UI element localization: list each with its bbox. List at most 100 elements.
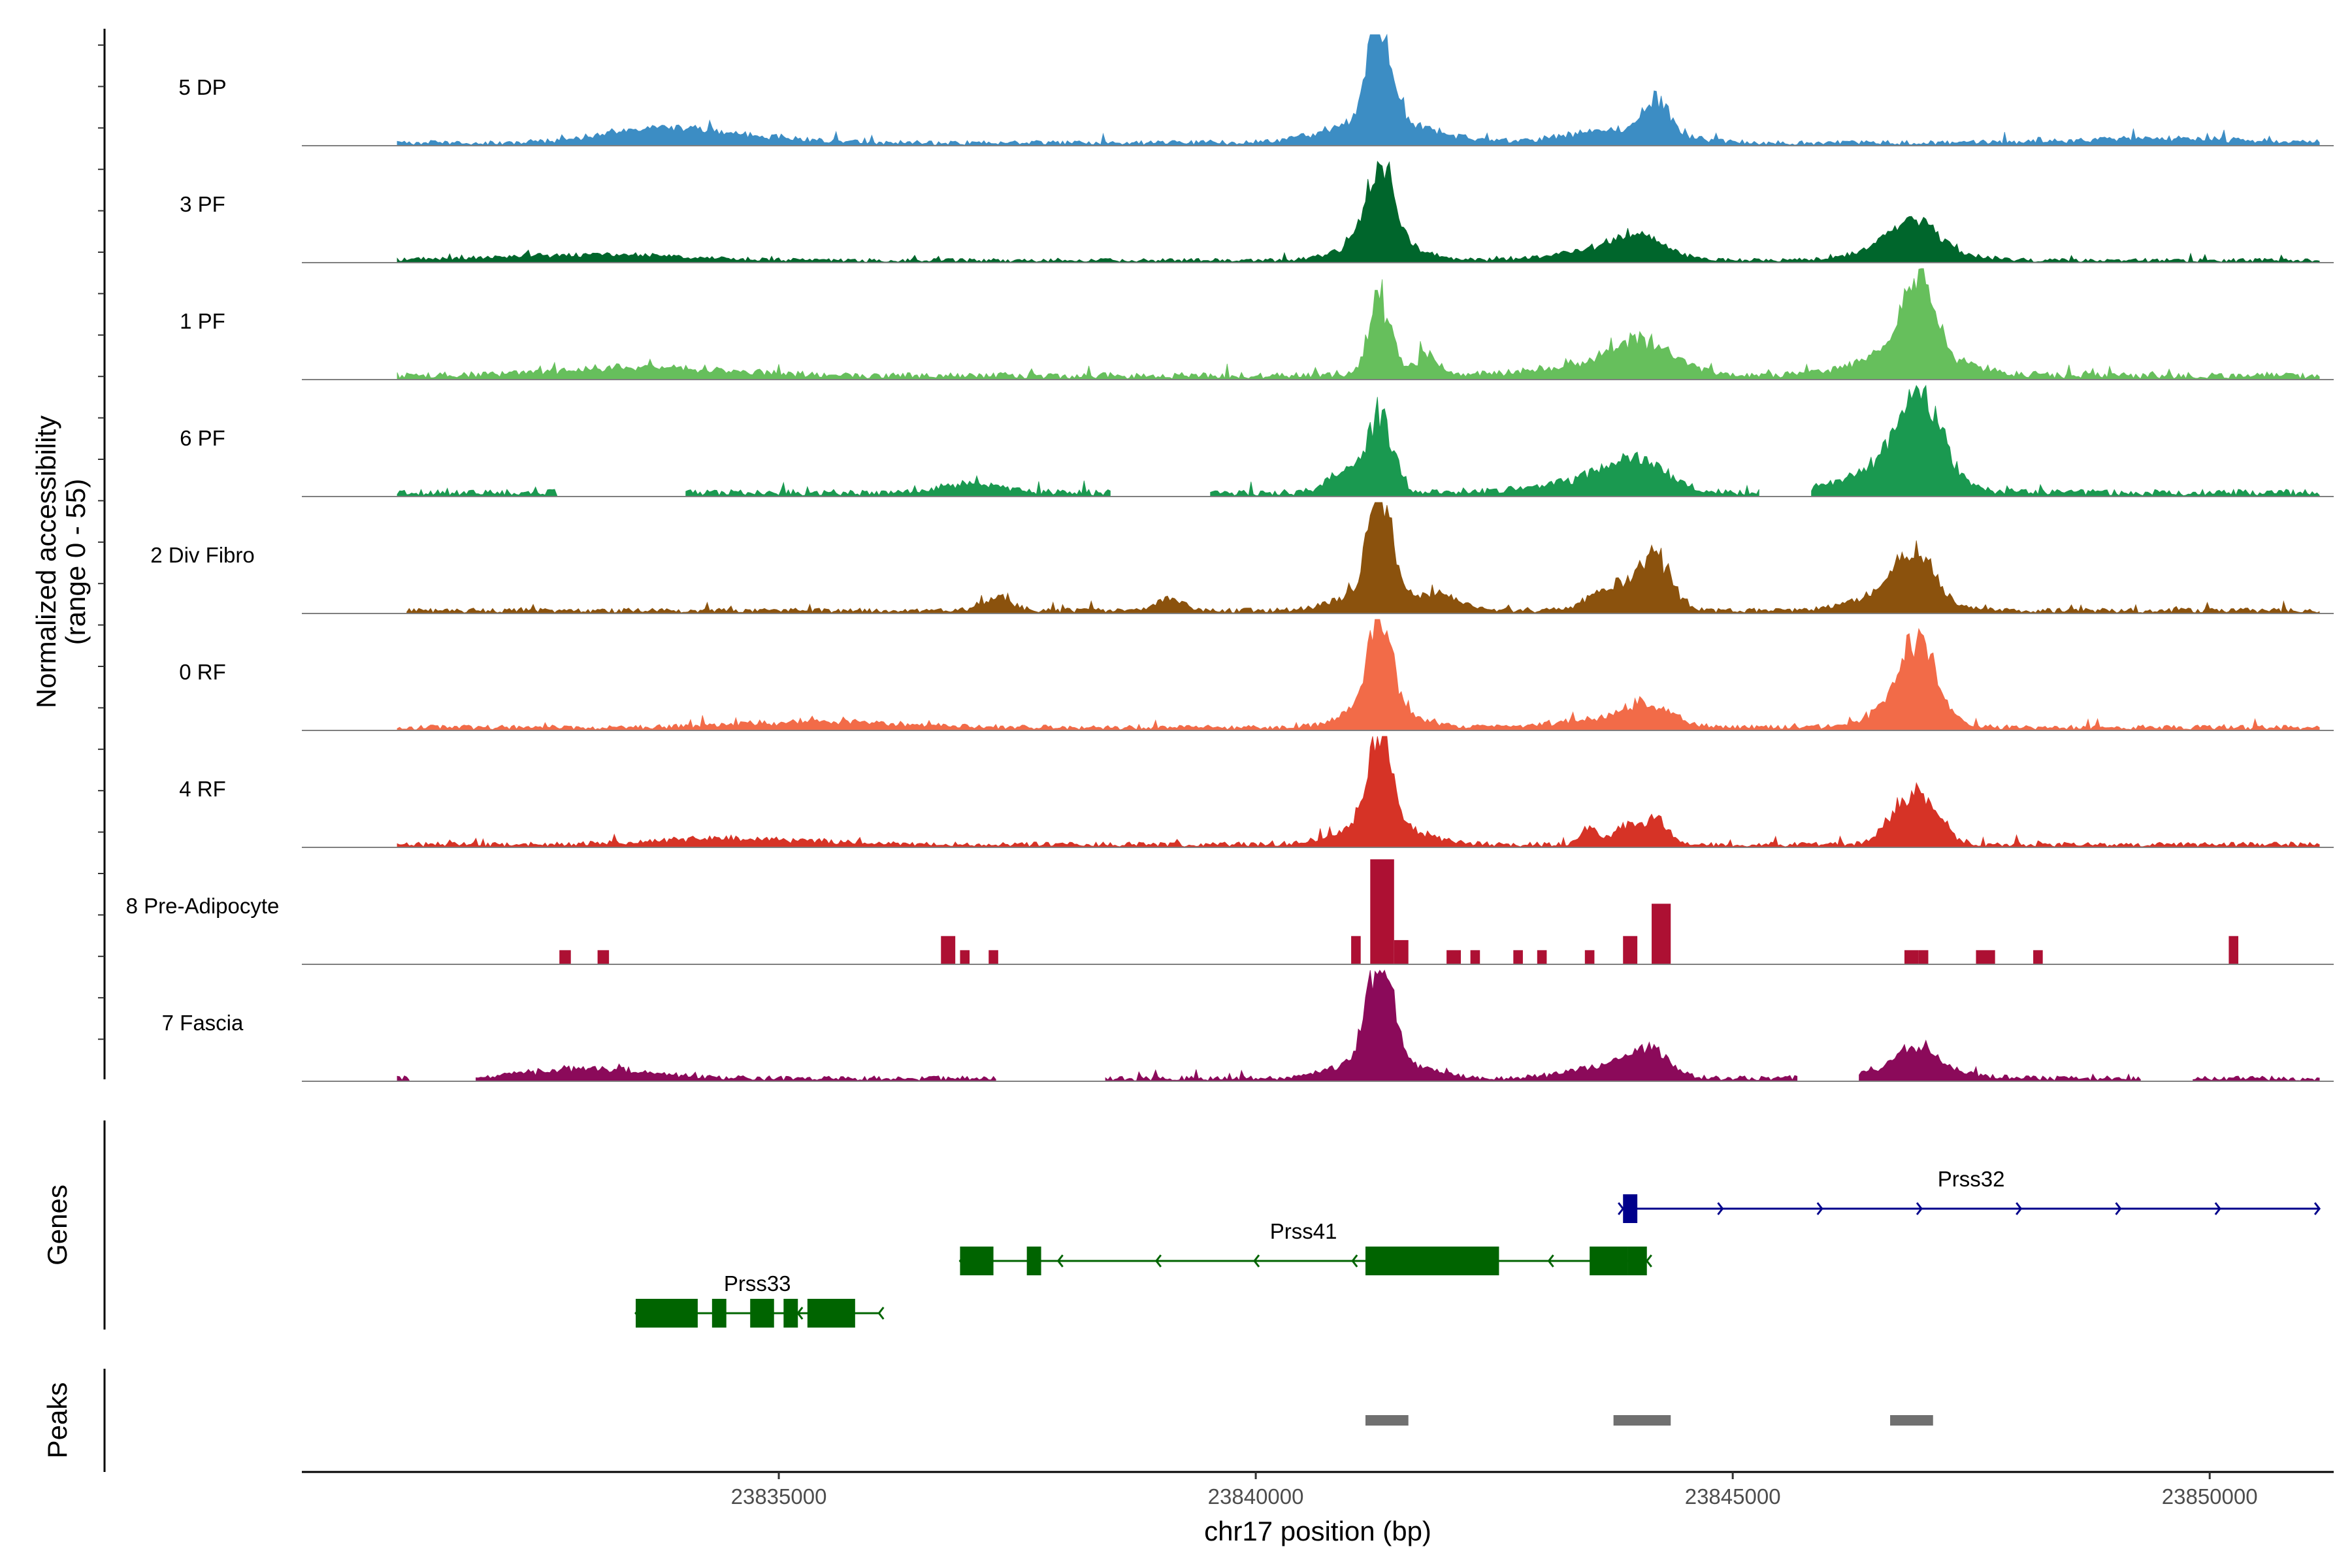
x-tick-label: 23840000: [1208, 1484, 1304, 1509]
coverage-track: 7 Fascia: [162, 970, 2334, 1082]
coverage-block: [2033, 950, 2043, 964]
coverage-block: [1976, 950, 1995, 964]
coverage-track: 1 PF: [180, 268, 2334, 380]
gene-model: Prss41: [958, 1219, 1652, 1275]
coverage-track: 2 Div Fibro: [150, 502, 2334, 614]
coverage-block: [1394, 939, 1409, 964]
gene-label: Prss32: [1938, 1167, 2005, 1191]
accessibility-y-axis: [98, 29, 106, 1079]
coverage-block: [2229, 936, 2238, 964]
coverage-block: [1904, 950, 1919, 964]
strand-arrow: [1816, 1202, 1823, 1215]
genes-panel: Genes Prss32 Prss41 Prss33: [42, 1120, 2321, 1330]
gene-model: Prss32: [1618, 1167, 2321, 1223]
track-label: 4 RF: [179, 777, 226, 801]
coverage-block: [559, 950, 571, 964]
gene-exon: [1026, 1247, 1041, 1275]
coverage-block: [960, 950, 970, 964]
strand-arrow: [1351, 1254, 1358, 1267]
strand-arrow: [1645, 1254, 1652, 1267]
track-label: 7 Fascia: [162, 1011, 244, 1035]
gene-label: Prss33: [724, 1271, 791, 1296]
coverage-block: [1351, 936, 1361, 964]
coverage-area: [397, 970, 2320, 1082]
gene-exon: [783, 1299, 798, 1328]
coverage-track: 6 PF: [180, 384, 2334, 497]
peak-region: [1890, 1415, 1933, 1426]
track-label: 8 Pre-Adipocyte: [126, 894, 280, 918]
coverage-area: [397, 384, 2320, 497]
coverage-area: [397, 268, 2320, 380]
gene-label: Prss41: [1270, 1219, 1337, 1243]
coverage-track: 5 DP: [178, 33, 2334, 146]
track-label: 1 PF: [180, 309, 225, 333]
x-tick-label: 23845000: [1685, 1484, 1781, 1509]
gene-exon: [711, 1299, 727, 1328]
coverage-block: [988, 950, 998, 964]
coverage-block: [1584, 950, 1595, 964]
track-label: 3 PF: [180, 192, 225, 216]
x-axis: 23835000 23840000 23845000 23850000 chr17 p…: [302, 1471, 2334, 1546]
coverage-area: [397, 619, 2320, 731]
coverage-track: 0 RF: [179, 619, 2334, 731]
y-axis-title-line1: Normalized accessibility: [31, 416, 61, 708]
coverage-block: [1513, 950, 1523, 964]
coverage-block: [941, 936, 956, 964]
gene-exon: [750, 1299, 774, 1328]
track-label: 6 PF: [180, 426, 225, 450]
coverage-tracks: 5 DP 3 PF 1 PF 6 PF 2 Div Fibro 0 RF 4 RF 8 Pre…: [126, 33, 2334, 1082]
peak-regions: [1365, 1415, 1933, 1426]
track-label: 5 DP: [178, 75, 226, 99]
track-label: 2 Div Fibro: [150, 543, 255, 567]
strand-arrow: [1253, 1254, 1260, 1267]
track-label: 0 RF: [179, 660, 226, 684]
gene-exon: [1365, 1247, 1499, 1275]
peaks-panel-label: Peaks: [42, 1382, 73, 1459]
peak-region: [1613, 1415, 1671, 1426]
gene-exon: [1590, 1247, 1628, 1275]
coverage-block: [1470, 950, 1480, 964]
strand-arrow: [1916, 1202, 1923, 1215]
gene-exon: [636, 1299, 698, 1328]
strand-arrow: [2313, 1202, 2321, 1215]
strand-arrow: [1056, 1254, 1064, 1267]
gene-exon: [1623, 1194, 1638, 1223]
x-axis-ticks: 23835000 23840000 23845000 23850000: [731, 1472, 2258, 1509]
coverage-block: [597, 950, 610, 964]
coverage-area: [397, 160, 2320, 263]
strand-arrow: [1154, 1254, 1162, 1267]
coverage-area: [406, 502, 2320, 614]
peaks-panel: Peaks: [42, 1369, 1933, 1472]
gene-models: Prss32 Prss41 Prss33: [634, 1167, 2321, 1328]
x-tick-label: 23835000: [731, 1484, 827, 1509]
peak-region: [1365, 1415, 1409, 1426]
strand-arrow: [877, 1307, 885, 1320]
coverage-block: [1370, 859, 1394, 964]
y-axis-ticks: [98, 44, 105, 1040]
coverage-block: [1623, 936, 1638, 964]
coverage-area: [397, 736, 2320, 848]
coverage-track: 8 Pre-Adipocyte: [126, 859, 2334, 965]
strand-arrow: [2214, 1202, 2221, 1215]
strand-arrow: [2016, 1202, 2023, 1215]
x-tick-label: 23850000: [2162, 1484, 2258, 1509]
coverage-block: [1446, 950, 1462, 964]
genes-panel-label: Genes: [42, 1184, 73, 1266]
coverage-area: [397, 33, 2320, 146]
coverage-track: 4 RF: [179, 736, 2334, 848]
strand-arrow: [2115, 1202, 2122, 1215]
strand-arrow: [796, 1307, 804, 1320]
y-axis-title-line2: (range 0 - 55): [60, 479, 91, 645]
coverage-block: [1537, 950, 1547, 964]
gene-exon: [1627, 1247, 1647, 1275]
x-axis-title: chr17 position (bp): [1204, 1516, 1431, 1546]
strand-arrow: [1717, 1202, 1724, 1215]
coverage-block: [1652, 904, 1671, 964]
gene-exon: [960, 1247, 994, 1275]
y-axis-title: Normalized accessibility (range 0 - 55): [31, 416, 91, 708]
coverage-track: 3 PF: [180, 160, 2334, 263]
coverage-block: [1918, 950, 1929, 964]
gene-exon: [807, 1299, 855, 1328]
strand-arrow: [1618, 1202, 1625, 1215]
